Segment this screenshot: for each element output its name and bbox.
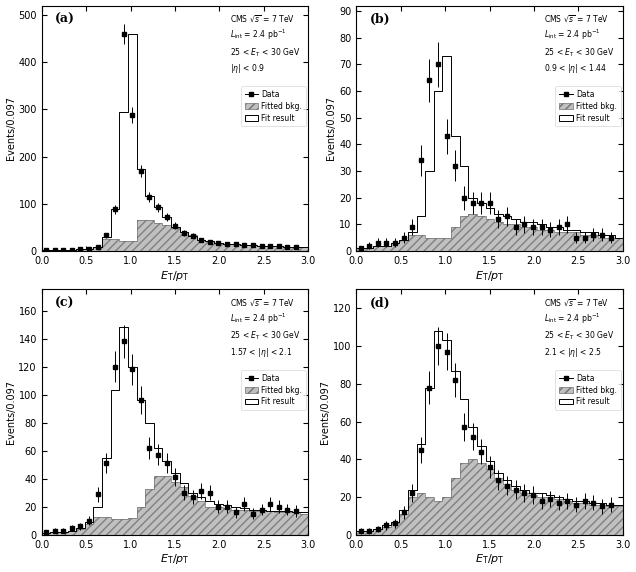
X-axis label: $E_{\rm T}/p_{\rm T}$: $E_{\rm T}/p_{\rm T}$ (474, 553, 504, 566)
Polygon shape (42, 476, 309, 535)
Text: (d): (d) (370, 297, 390, 310)
Text: CMS $\sqrt{s}$ = 7 TeV
$L_{\rm int}$ = 2.4 pb$^{-1}$
25 < $E_{\rm T}$ < 30 GeV
1: CMS $\sqrt{s}$ = 7 TeV $L_{\rm int}$ = 2… (230, 297, 300, 359)
Legend: Data, Fitted bkg., Fit result: Data, Fitted bkg., Fit result (240, 370, 306, 410)
Text: CMS $\sqrt{s}$ = 7 TeV
$L_{\rm int}$ = 2.4 pb$^{-1}$
25 < $E_{\rm T}$ < 30 GeV
2: CMS $\sqrt{s}$ = 7 TeV $L_{\rm int}$ = 2… (544, 297, 615, 359)
Text: (a): (a) (55, 13, 75, 26)
Text: CMS $\sqrt{s}$ = 7 TeV
$L_{\rm int}$ = 2.4 pb$^{-1}$
25 < $E_{\rm T}$ < 30 GeV
0: CMS $\sqrt{s}$ = 7 TeV $L_{\rm int}$ = 2… (544, 13, 615, 75)
X-axis label: $E_{\rm T}/p_{\rm T}$: $E_{\rm T}/p_{\rm T}$ (160, 268, 190, 283)
Polygon shape (356, 331, 623, 535)
Polygon shape (356, 459, 623, 535)
Text: (c): (c) (55, 297, 74, 310)
Legend: Data, Fitted bkg., Fit result: Data, Fitted bkg., Fit result (555, 370, 621, 410)
Text: CMS $\sqrt{s}$ = 7 TeV
$L_{\rm int}$ = 2.4 pb$^{-1}$
25 < $E_{\rm T}$ < 30 GeV
|: CMS $\sqrt{s}$ = 7 TeV $L_{\rm int}$ = 2… (230, 13, 300, 75)
Polygon shape (356, 213, 623, 251)
Legend: Data, Fitted bkg., Fit result: Data, Fitted bkg., Fit result (555, 86, 621, 126)
Legend: Data, Fitted bkg., Fit result: Data, Fitted bkg., Fit result (240, 86, 306, 126)
Y-axis label: Events/0.097: Events/0.097 (326, 96, 336, 160)
Text: (b): (b) (370, 13, 390, 26)
Y-axis label: Events/0.097: Events/0.097 (6, 380, 15, 444)
X-axis label: $E_{\rm T}/p_{\rm T}$: $E_{\rm T}/p_{\rm T}$ (474, 268, 504, 283)
Y-axis label: Events/0.097: Events/0.097 (320, 380, 330, 444)
Y-axis label: Events/0.097: Events/0.097 (6, 96, 15, 160)
Polygon shape (42, 327, 309, 535)
Polygon shape (42, 220, 309, 251)
X-axis label: $E_{\rm T}/p_{\rm T}$: $E_{\rm T}/p_{\rm T}$ (160, 553, 190, 566)
Polygon shape (356, 56, 623, 251)
Polygon shape (42, 34, 309, 251)
